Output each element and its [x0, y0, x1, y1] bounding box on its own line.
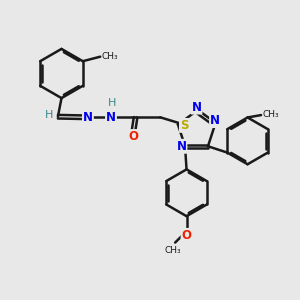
Text: S: S: [180, 119, 188, 132]
Text: CH₃: CH₃: [164, 246, 181, 255]
Text: N: N: [176, 140, 186, 153]
Text: N: N: [191, 100, 202, 114]
Text: O: O: [128, 130, 138, 143]
Text: H: H: [107, 98, 116, 108]
Text: H: H: [45, 110, 54, 120]
Text: N: N: [106, 111, 116, 124]
Text: N: N: [83, 111, 93, 124]
Text: CH₃: CH₃: [101, 52, 118, 61]
Text: CH₃: CH₃: [262, 110, 279, 119]
Text: N: N: [210, 114, 220, 127]
Text: O: O: [182, 229, 191, 242]
